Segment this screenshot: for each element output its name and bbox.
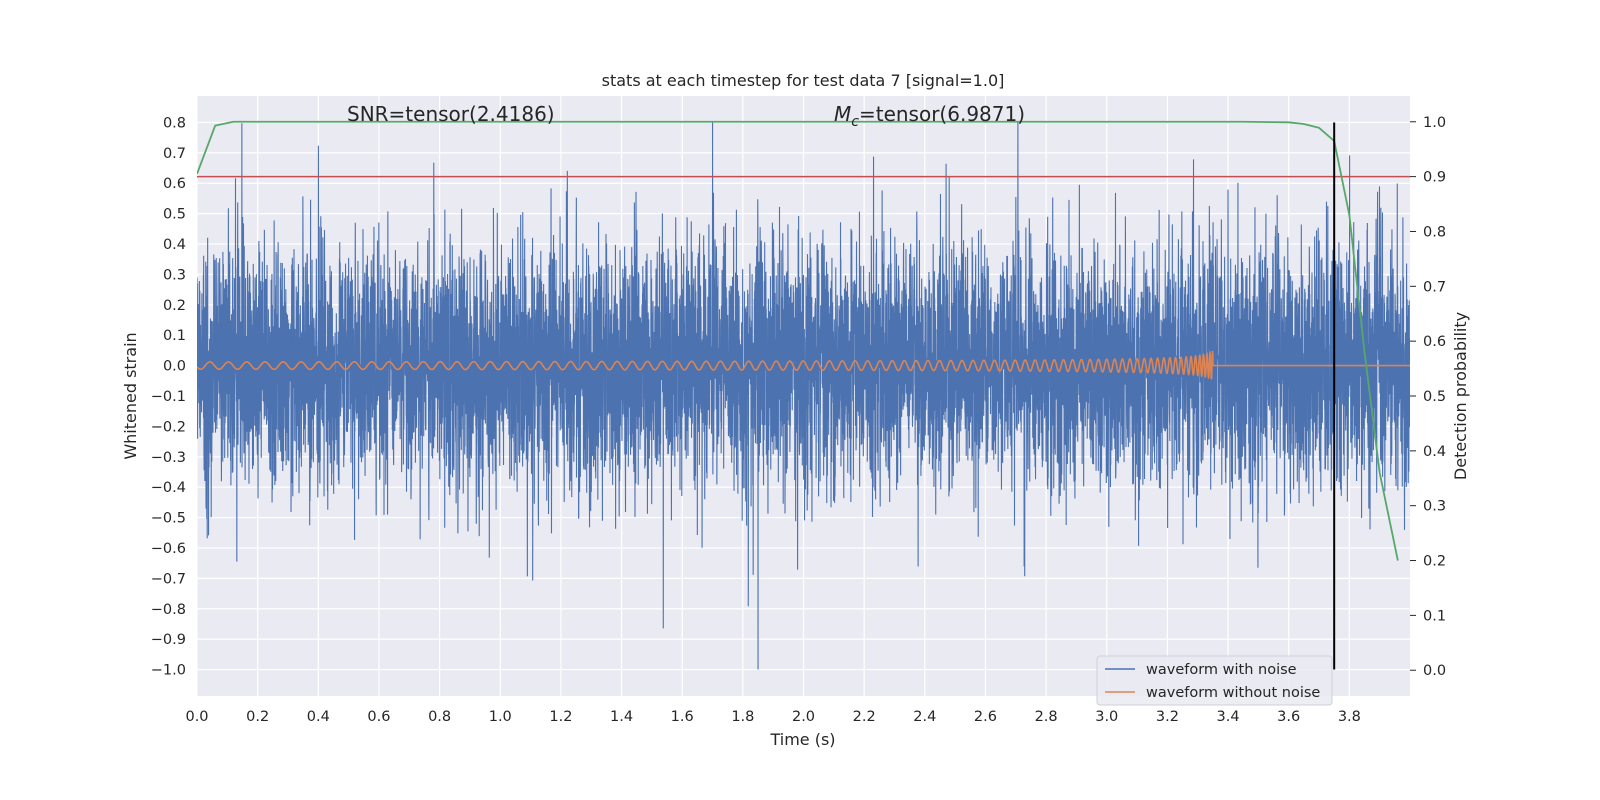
x-tick-label: 1.2: [549, 709, 572, 725]
chart-title: stats at each timestep for test data 7 […: [602, 71, 1005, 90]
y2-tick-label: 0.5: [1423, 389, 1446, 405]
x-tick-label: 0.8: [428, 709, 451, 725]
x-tick-label: 2.0: [792, 709, 815, 725]
x-tick-label: 2.2: [853, 709, 876, 725]
x-tick-label: 0.0: [185, 709, 208, 725]
y-tick-label: 0.4: [163, 237, 186, 253]
x-tick-label: 3.2: [1156, 709, 1179, 725]
y-tick-label: 0.7: [163, 146, 186, 162]
y-tick-label: −0.6: [151, 541, 186, 557]
x-tick-label: 3.0: [1095, 709, 1118, 725]
x-tick-label: 3.8: [1338, 709, 1361, 725]
y2-tick-label: 0.3: [1423, 499, 1446, 515]
y-tick-label: 0.3: [163, 267, 186, 283]
x-tick-label: 1.8: [731, 709, 754, 725]
x-tick-label: 2.8: [1035, 709, 1058, 725]
series-detection-probability: [197, 120, 1399, 561]
mc-symbol: M: [834, 102, 851, 126]
mc-annotation: Mc=tensor(6.9871): [834, 102, 1025, 130]
y2-axis-label: Detection probability: [1451, 312, 1470, 480]
y-tick-label: 0.2: [163, 298, 186, 314]
legend-box: [1096, 655, 1333, 706]
legend: waveform with noise waveform without noi…: [1096, 655, 1333, 706]
y2-tick-label: 0.4: [1423, 444, 1446, 460]
x-tick-label: 3.4: [1217, 709, 1240, 725]
y2-tick-label: 0.1: [1423, 608, 1446, 624]
legend-label-clean: waveform without noise: [1146, 685, 1320, 701]
y2-tick-label: 0.8: [1423, 224, 1446, 240]
y2-tick-label: 0.2: [1423, 554, 1446, 570]
y-tick-label: −0.5: [151, 511, 186, 527]
x-tick-label: 1.0: [489, 709, 512, 725]
x-axis-label: Time (s): [769, 730, 835, 749]
plot-lines: [197, 120, 1410, 670]
y2-tick-label: 0.9: [1423, 170, 1446, 186]
y-tick-label: −0.9: [151, 632, 186, 648]
y-axis-label: Whitened strain: [121, 332, 140, 459]
x-tick-label: 0.4: [307, 709, 330, 725]
series-waveform-without-noise: [197, 349, 1410, 380]
y-tick-label: −0.4: [151, 480, 186, 496]
y-tick-label: −1.0: [151, 663, 186, 679]
y-tick-label: −0.8: [151, 602, 186, 618]
y-tick-label: 0.0: [163, 359, 186, 375]
y2-tick-label: 1.0: [1423, 115, 1446, 131]
legend-label-noise: waveform with noise: [1146, 662, 1297, 678]
mc-value: =tensor(6.9871): [859, 102, 1025, 126]
mc-subscript: c: [851, 114, 859, 130]
y-tick-label: −0.3: [151, 450, 186, 466]
snr-annotation: SNR=tensor(2.4186): [347, 102, 555, 126]
x-tick-label: 2.6: [974, 709, 997, 725]
x-tick-label: 2.4: [913, 709, 936, 725]
y-tick-label: 0.8: [163, 115, 186, 131]
y-tick-label: 0.6: [163, 176, 186, 192]
y-tick-label: 0.5: [163, 207, 186, 223]
y-tick-label: 0.1: [163, 328, 186, 344]
x-tick-label: 1.6: [671, 709, 694, 725]
y-tick-label: −0.2: [151, 419, 186, 435]
y-tick-label: −0.1: [151, 389, 186, 405]
ticks: 0.0 0.2 0.4 0.6 0.8 1.0 1.2 1.4 1.6 1.8 2.0 2.2 2.4 2…: [151, 115, 1446, 725]
y2-tick-label: 0.7: [1423, 279, 1446, 295]
x-tick-label: 1.4: [610, 709, 633, 725]
x-tick-label: 0.2: [246, 709, 269, 725]
y2-tick-label: 0.0: [1423, 663, 1446, 679]
x-tick-label: 0.6: [367, 709, 390, 725]
x-tick-label: 3.6: [1277, 709, 1300, 725]
y2-tick-label: 0.6: [1423, 334, 1446, 350]
y-tick-label: −0.7: [151, 571, 186, 587]
